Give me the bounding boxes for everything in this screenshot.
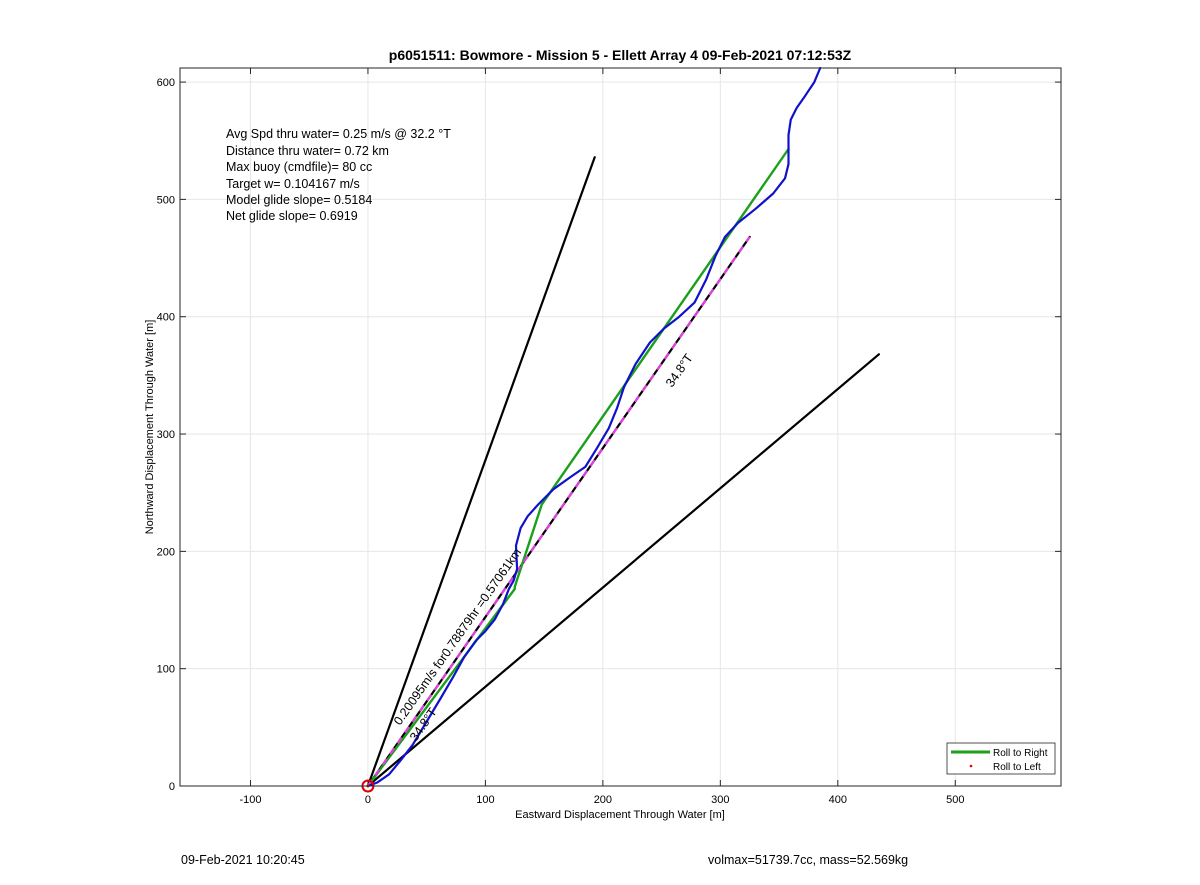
annotation-target-w: Target w= 0.104167 m/s (226, 177, 360, 191)
x-tick-label: 400 (829, 794, 847, 806)
annotation-net-glide: Net glide slope= 0.6919 (226, 209, 358, 223)
y-tick-label: 100 (157, 664, 175, 676)
trajectory-line (366, 66, 822, 788)
cone-left-line (366, 156, 596, 788)
legend-swatch-roll-left (969, 764, 973, 768)
legend-box (946, 742, 1056, 775)
annotation-model-glide: Model glide slope= 0.5184 (226, 193, 372, 207)
x-tick-label: 500 (946, 794, 964, 806)
tick-marks (180, 68, 1061, 787)
y-tick-label: 600 (157, 77, 175, 89)
annotation-max-buoy: Max buoy (cmdfile)= 80 cc (226, 160, 372, 174)
legend: Roll to Right Roll to Left (946, 742, 1056, 775)
annotation-distance: Distance thru water= 0.72 km (226, 144, 389, 158)
footer-timestamp: 09-Feb-2021 10:20:45 (181, 853, 305, 867)
x-tick-label: -100 (239, 794, 261, 806)
drift-vector-line (366, 235, 751, 788)
x-tick-label: 200 (594, 794, 612, 806)
x-axis-label: Eastward Displacement Through Water [m] (515, 809, 725, 821)
y-tick-label: 200 (157, 546, 175, 558)
axes-box (179, 67, 1062, 787)
y-axis-label: Northward Displacement Through Water [m] (144, 320, 156, 535)
y-tick-label: 0 (169, 781, 175, 793)
legend-label-roll-left: Roll to Left (993, 762, 1041, 773)
x-tick-label: 0 (365, 794, 371, 806)
y-tick-label: 400 (157, 312, 175, 324)
footer-volmax-mass: volmax=51739.7cc, mass=52.569kg (708, 853, 909, 867)
annotation-block: Avg Spd thru water= 0.25 m/s @ 32.2 °T D… (226, 127, 451, 223)
chart-title: p6051511: Bowmore - Mission 5 - Ellett A… (389, 47, 852, 63)
x-tick-label: 100 (476, 794, 494, 806)
y-tick-label: 300 (157, 429, 175, 441)
legend-label-roll-right: Roll to Right (993, 748, 1048, 759)
x-tick-label: 300 (711, 794, 729, 806)
x-tick-labels: -100 0 100 200 300 400 500 (239, 794, 964, 806)
series-layer (366, 66, 881, 788)
annotation-avg-speed: Avg Spd thru water= 0.25 m/s @ 32.2 °T (226, 127, 451, 141)
y-tick-labels: 0 100 200 300 400 500 600 (157, 77, 175, 793)
y-tick-label: 500 (157, 194, 175, 206)
cone-right-line (366, 353, 881, 788)
